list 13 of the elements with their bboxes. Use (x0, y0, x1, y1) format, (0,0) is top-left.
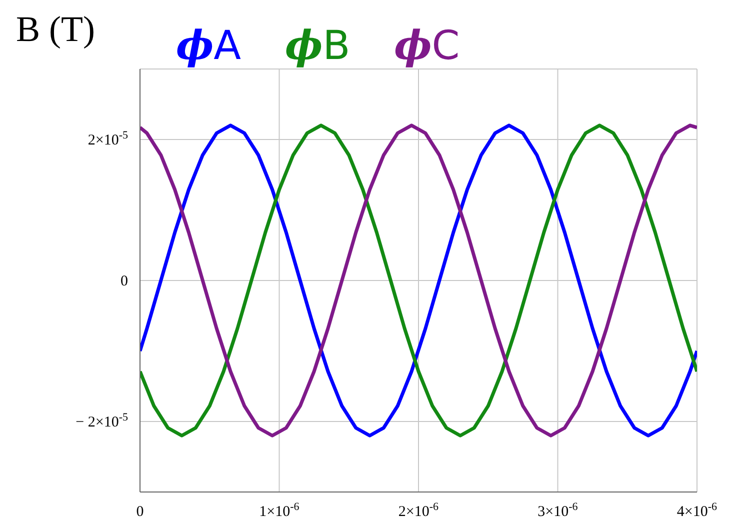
y-tick-label: 0 (120, 274, 128, 290)
x-tick-label: 0 (136, 504, 144, 520)
y-axis-title: B (T) (16, 8, 95, 50)
y-tick-label: − 2×10$^{-5}$ (76, 412, 128, 430)
line-series (140, 124, 697, 438)
x-tick-label: 1×10$^{-6}$ (259, 501, 300, 520)
series-label: ϕA (176, 22, 242, 69)
x-tick-label: 3×10$^{-6}$ (538, 501, 578, 520)
series-label: ϕB (285, 22, 350, 69)
x-tick-label: 4×10$^{-6}$ (676, 501, 718, 520)
series-label: ϕC (394, 22, 460, 69)
y-tick-label: 2×10$^{-5}$ (88, 130, 128, 148)
x-tick-label: 2×10$^{-6}$ (398, 501, 440, 520)
